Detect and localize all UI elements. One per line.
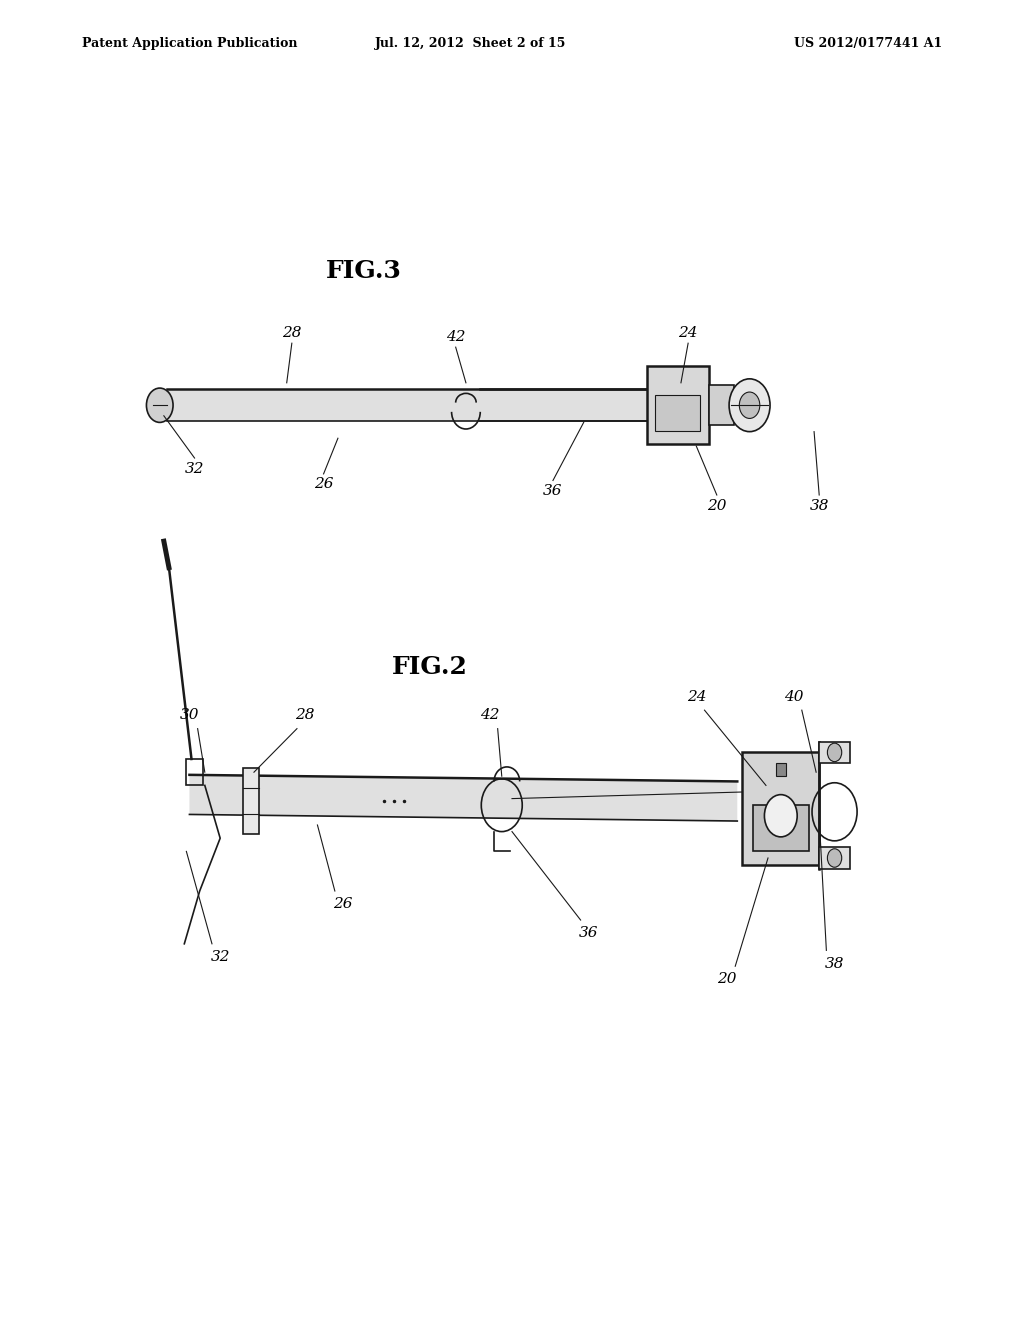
Text: 26: 26: [333, 898, 353, 911]
Bar: [655, 395, 700, 430]
Bar: [709, 385, 734, 425]
Text: 32: 32: [210, 950, 230, 964]
Text: 36: 36: [543, 484, 563, 498]
Text: 32: 32: [184, 462, 205, 475]
Bar: [819, 847, 850, 869]
Text: 42: 42: [445, 330, 466, 343]
Text: 36: 36: [579, 927, 599, 940]
Text: US 2012/0177441 A1: US 2012/0177441 A1: [794, 37, 942, 50]
Bar: [753, 805, 809, 851]
Text: 26: 26: [313, 478, 334, 491]
Bar: [243, 768, 259, 834]
Circle shape: [764, 795, 797, 837]
Text: FIG.2: FIG.2: [392, 655, 468, 678]
Polygon shape: [189, 775, 737, 821]
Text: 40: 40: [783, 690, 804, 704]
Circle shape: [146, 388, 173, 422]
Text: 28: 28: [282, 326, 302, 339]
Text: 38: 38: [809, 499, 829, 512]
Bar: [819, 742, 850, 763]
Text: 20: 20: [707, 499, 727, 512]
Bar: [186, 759, 203, 785]
Bar: [776, 763, 786, 776]
Text: 30: 30: [179, 709, 200, 722]
Circle shape: [827, 849, 842, 867]
Text: 38: 38: [824, 957, 845, 970]
FancyBboxPatch shape: [742, 752, 819, 865]
Circle shape: [739, 392, 760, 418]
Text: Jul. 12, 2012  Sheet 2 of 15: Jul. 12, 2012 Sheet 2 of 15: [376, 37, 566, 50]
Text: FIG.3: FIG.3: [326, 259, 401, 282]
Circle shape: [729, 379, 770, 432]
Circle shape: [827, 743, 842, 762]
Text: 28: 28: [295, 709, 315, 722]
Polygon shape: [167, 389, 727, 421]
Text: 20: 20: [717, 973, 737, 986]
Text: 24: 24: [686, 690, 707, 704]
Text: 24: 24: [678, 326, 698, 339]
Text: 42: 42: [479, 709, 500, 722]
FancyBboxPatch shape: [647, 367, 709, 444]
Text: Patent Application Publication: Patent Application Publication: [82, 37, 297, 50]
